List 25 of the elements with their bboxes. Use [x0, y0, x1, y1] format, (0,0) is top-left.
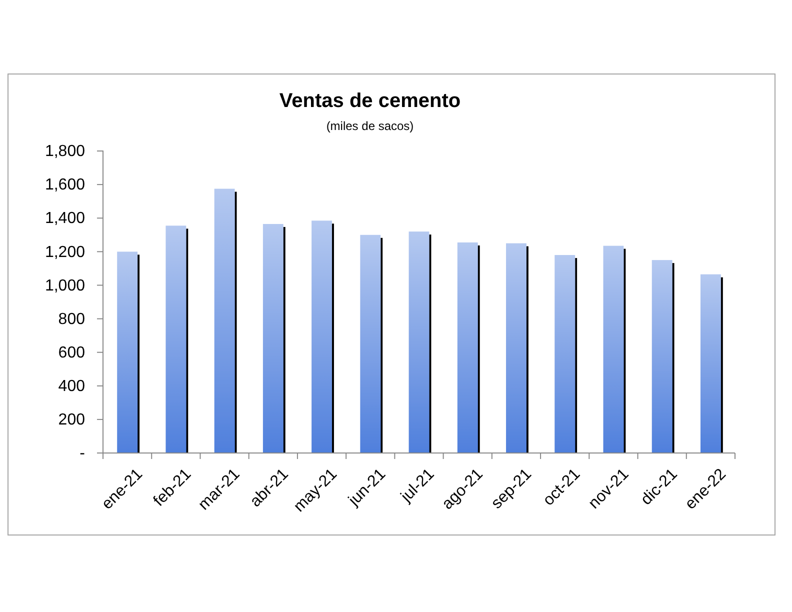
- y-tick-label: 1,400: [44, 210, 86, 228]
- y-tick-label: 1,600: [44, 176, 86, 194]
- bar: [166, 226, 186, 453]
- bar: [652, 260, 672, 453]
- bar: [408, 232, 430, 453]
- bar: [603, 246, 624, 453]
- bar: [360, 234, 381, 453]
- bar: [506, 243, 526, 453]
- bar: [117, 252, 138, 453]
- y-tick-label: 1,800: [44, 143, 86, 160]
- bar: [262, 224, 284, 453]
- bar: [214, 188, 235, 453]
- y-tick-label: 1,000: [44, 277, 86, 294]
- bar: [554, 255, 576, 453]
- bar: [457, 242, 478, 453]
- bar: [312, 220, 332, 453]
- y-tick-label: -: [80, 445, 85, 462]
- bar: [700, 274, 721, 453]
- y-tick-label: 800: [58, 310, 86, 328]
- y-tick-label: 400: [58, 378, 86, 396]
- y-tick-label: 600: [58, 344, 86, 362]
- chart-subtitle: (miles de sacos): [326, 119, 414, 133]
- y-tick-label: 200: [58, 412, 86, 429]
- chart-title: Ventas de cemento: [279, 90, 461, 112]
- y-tick-label: 1,200: [44, 244, 86, 261]
